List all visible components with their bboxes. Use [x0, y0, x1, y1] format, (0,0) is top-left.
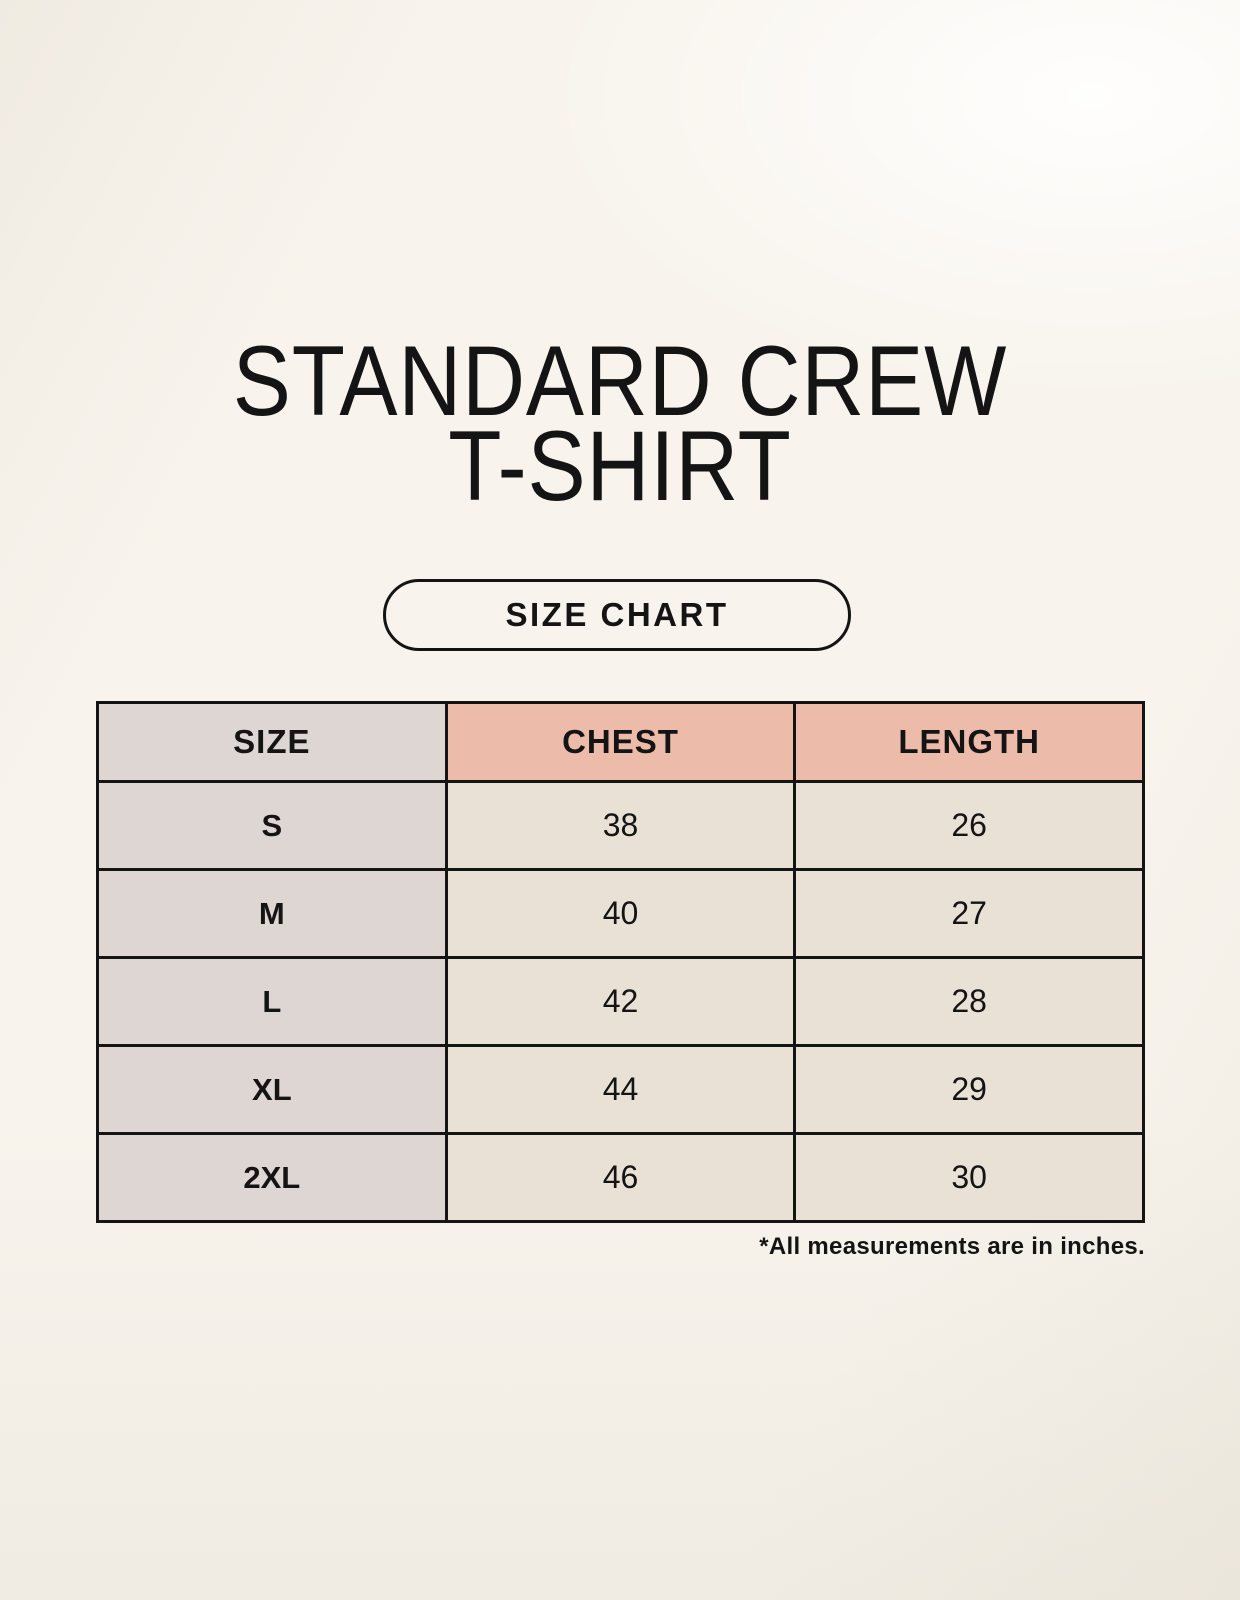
measurements-footnote: *All measurements are in inches.	[759, 1233, 1145, 1260]
header-size: SIZE	[96, 701, 448, 783]
table-header-row: SIZE CHEST LENGTH	[96, 701, 1145, 783]
table-row: L 42 28	[96, 956, 1145, 1047]
page-title: STANDARD CREW T-SHIRT	[74, 325, 1165, 521]
row-size-label: M	[96, 868, 448, 959]
row-length-value: 26	[793, 780, 1145, 871]
page-title-line1: STANDARD CREW	[232, 325, 1008, 436]
row-length-value: 30	[793, 1132, 1145, 1223]
table-row: 2XL 46 30	[96, 1132, 1145, 1223]
row-size-label: 2XL	[96, 1132, 448, 1223]
row-length-value: 29	[793, 1044, 1145, 1135]
row-length-value: 28	[793, 956, 1145, 1047]
row-chest-value: 38	[444, 780, 797, 871]
size-chart-table: SIZE CHEST LENGTH S 38 26 M 40 27 L 42 2…	[96, 701, 1145, 1223]
header-chest: CHEST	[444, 701, 797, 783]
header-length: LENGTH	[793, 701, 1145, 783]
size-chart-button[interactable]: SIZE CHART	[383, 579, 851, 651]
row-chest-value: 42	[444, 956, 797, 1047]
row-chest-value: 40	[444, 868, 797, 959]
page-title-line2: T-SHIRT	[448, 410, 792, 521]
row-size-label: L	[96, 956, 448, 1047]
row-length-value: 27	[793, 868, 1145, 959]
table-row: S 38 26	[96, 780, 1145, 871]
table-row: M 40 27	[96, 868, 1145, 959]
row-chest-value: 44	[444, 1044, 797, 1135]
row-size-label: S	[96, 780, 448, 871]
row-size-label: XL	[96, 1044, 448, 1135]
table-row: XL 44 29	[96, 1044, 1145, 1135]
row-chest-value: 46	[444, 1132, 797, 1223]
